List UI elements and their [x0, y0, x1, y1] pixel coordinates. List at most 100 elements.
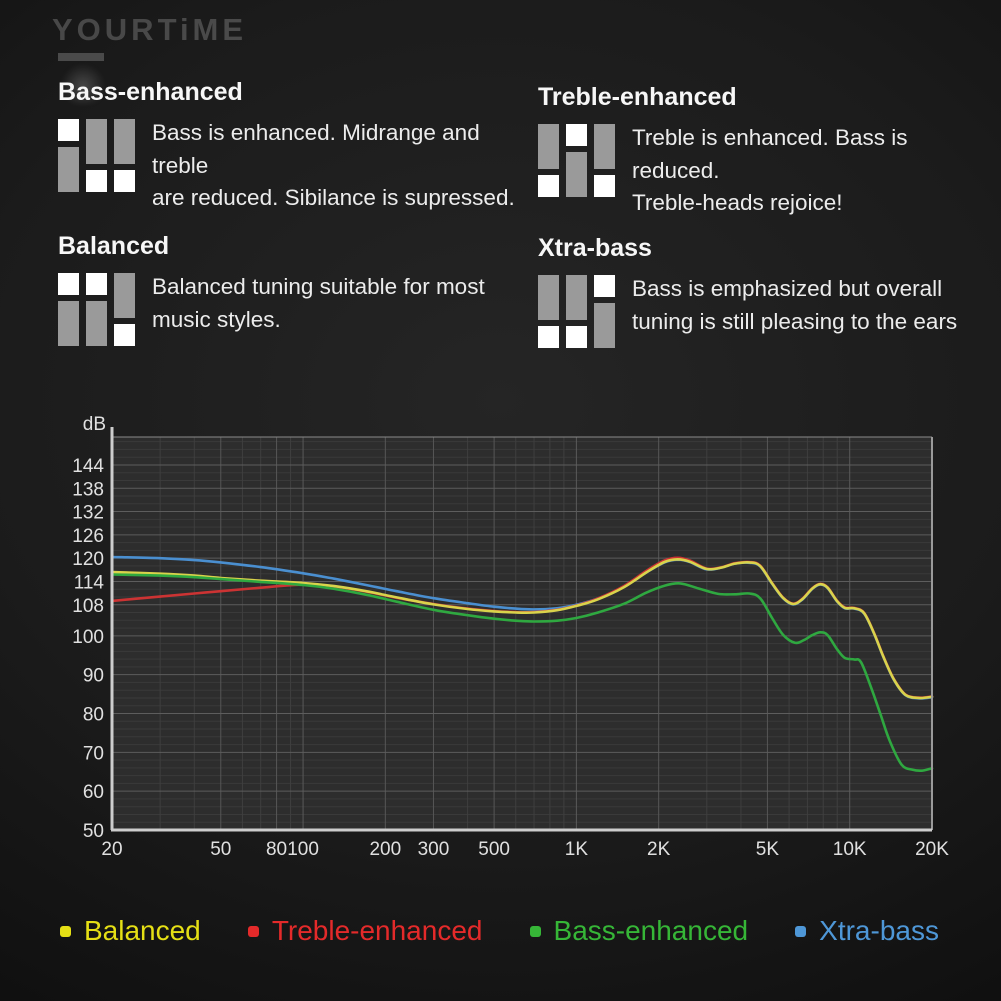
feature-description-line: Bass is emphasized but overall [632, 276, 943, 301]
switch-track [86, 301, 107, 346]
feature-description: Bass is enhanced. Midrange and treble ar… [152, 117, 520, 215]
switch-track [114, 273, 135, 318]
x-tick-label: 1K [565, 839, 589, 860]
feature-description-line: Treble-heads rejoice! [632, 190, 843, 215]
switch-knob [58, 119, 79, 141]
switch-track [58, 147, 79, 192]
switch-column-up [594, 275, 615, 348]
y-tick-label: 50 [83, 821, 104, 842]
series-balanced [110, 558, 934, 700]
feature-title: Bass-enhanced [58, 78, 243, 106]
legend-bullet [795, 925, 807, 937]
switch-knob [594, 175, 615, 197]
switch-column-up [566, 124, 587, 197]
switch-knob [114, 170, 135, 192]
switch-track [86, 119, 107, 164]
feature-balanced: Balanced Balanced tuning suitable for mo… [58, 232, 520, 346]
x-tick-label: 10K [833, 839, 867, 860]
x-tick-label: 20K [915, 839, 949, 860]
switch-column-down [86, 119, 107, 192]
switch-knob [86, 273, 107, 295]
dip-switch-icon [58, 273, 135, 346]
y-tick-label: 60 [83, 782, 104, 803]
switch-column-down [114, 119, 135, 192]
legend-item-bass-enhanced: Bass-enhanced [529, 915, 749, 947]
switch-column-up [58, 273, 79, 346]
switch-knob [114, 324, 135, 346]
dip-switch-icon [538, 275, 615, 348]
feature-treble-enhanced: Treble-enhanced Treble is enhanced. Bass… [538, 83, 1000, 220]
switch-track [566, 275, 587, 320]
feature-title: Treble-enhanced [538, 83, 737, 111]
switch-column-up [86, 273, 107, 346]
legend-bullet [247, 925, 259, 937]
switch-knob [538, 326, 559, 348]
y-tick-label: 80 [83, 704, 104, 725]
legend-bullet [60, 925, 71, 937]
y-tick-label: 114 [74, 572, 105, 593]
brand-watermark-underline [58, 53, 104, 61]
y-tick-label: 120 [72, 549, 104, 570]
y-tick-label: 70 [83, 743, 104, 764]
chart-legend: Balanced Treble-enhanced Bass-enhanced X… [60, 908, 939, 954]
feature-title: Balanced [58, 232, 170, 260]
switch-track [538, 275, 559, 320]
x-tick-label: 20 [101, 839, 122, 860]
feature-description-line: tuning is still pleasing to the ears [632, 308, 958, 334]
feature-bass-enhanced: Bass-enhanced Bass is enhanced. Midrange… [58, 78, 520, 215]
switch-knob [566, 326, 587, 348]
legend-label: Treble-enhanced [271, 915, 483, 946]
y-tick-label: 100 [72, 627, 104, 648]
x-tick-label: 300 [418, 839, 450, 860]
y-tick-label: 144 [72, 456, 104, 477]
x-tick-label: 200 [369, 839, 401, 860]
feature-title: Xtra-bass [538, 234, 652, 262]
switch-knob [86, 170, 107, 192]
switch-column-down [538, 124, 559, 197]
switch-knob [538, 175, 559, 197]
switch-track [58, 301, 79, 346]
x-tick-label: 100 [287, 839, 319, 860]
y-tick-label: 132 [72, 503, 104, 524]
y-tick-label: 90 [83, 666, 104, 687]
feature-description-line: Bass is enhanced. Midrange and treble [152, 120, 480, 178]
y-tick-label: 138 [72, 479, 104, 500]
feature-description-line: music styles. [152, 306, 281, 332]
y-tick-label: 126 [72, 526, 104, 547]
brand-watermark-text: YOURTiME [52, 12, 248, 47]
x-tick-label: 80 [266, 839, 287, 860]
brand-watermark-glyph [60, 64, 106, 104]
switch-column-down [594, 124, 615, 197]
feature-description: Treble is enhanced. Bass is reduced. Tre… [632, 122, 1000, 220]
legend-item-xtra-bass: Xtra-bass [795, 915, 939, 947]
feature-description: Bass is emphasized but overall tuning is… [632, 273, 957, 338]
switch-column-down [538, 275, 559, 348]
feature-description: Balanced tuning suitable for most music … [152, 271, 485, 336]
legend-bullet [529, 925, 541, 937]
legend-label: Bass-enhanced [553, 915, 749, 946]
feature-description-line: Balanced tuning suitable for most [152, 274, 485, 299]
switch-column-up [58, 119, 79, 192]
feature-description-line: are reduced. Sibilance is supressed. [152, 185, 515, 210]
x-tick-label: 50 [210, 839, 231, 860]
switch-column-down [566, 275, 587, 348]
y-tick-label: 108 [72, 596, 104, 617]
legend-label: Balanced [84, 915, 201, 946]
switch-track [114, 119, 135, 164]
legend-label: Xtra-bass [819, 915, 939, 946]
switch-track [594, 124, 615, 169]
switch-column-down [114, 273, 135, 346]
dip-switch-icon [58, 119, 135, 192]
dip-switch-icon [538, 124, 615, 197]
switch-track [538, 124, 559, 169]
switch-knob [58, 273, 79, 295]
grid-lines [112, 437, 932, 831]
plot-area [112, 437, 932, 830]
legend-item-balanced: Balanced [60, 915, 201, 947]
y-axis-unit-label: dB [83, 414, 106, 435]
feature-xtra-bass: Xtra-bass Bass is emphasized but overall… [538, 234, 1000, 348]
switch-track [594, 303, 615, 348]
